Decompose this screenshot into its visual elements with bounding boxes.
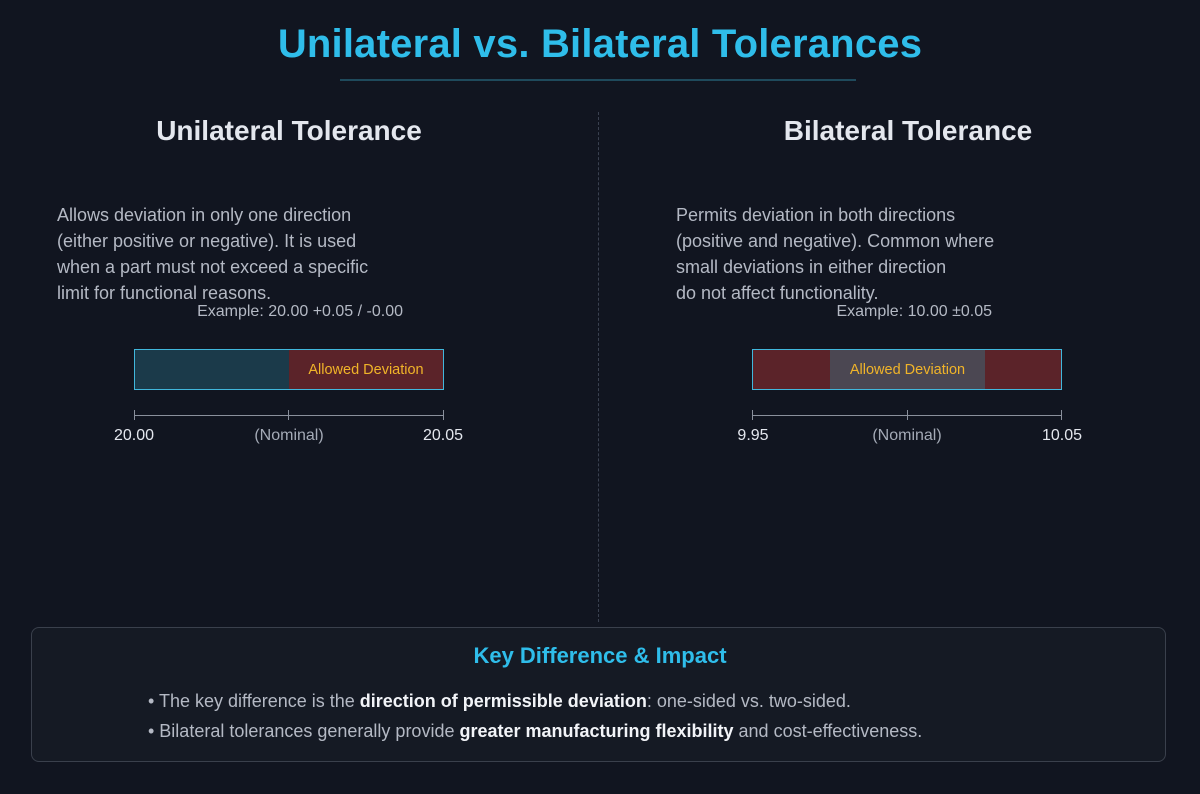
bilateral-heading: Bilateral Tolerance (783, 115, 1033, 146)
bilateral-tolerance-bar: Allowed Deviation (752, 349, 1062, 390)
axis-tick-min (752, 410, 753, 420)
key-difference-panel (31, 627, 1166, 762)
description-line: Permits deviation in both directions (676, 205, 956, 225)
axis-max-label: 10.05 (1041, 427, 1083, 444)
page-title: Unilateral vs. Bilateral Tolerances (277, 22, 923, 66)
description-line: when a part must not exceed a specific (57, 257, 369, 277)
key-difference-title: Key Difference & Impact (473, 643, 727, 668)
bilateral-example: Example: 10.00 ±0.05 (836, 303, 992, 320)
axis-tick-min (134, 410, 135, 420)
key-bullet: • The key difference is the direction of… (148, 691, 851, 712)
axis-tick-nominal (907, 410, 908, 420)
column-divider (598, 112, 599, 622)
bullet-text: • The key difference is the (148, 691, 360, 711)
title-underline (340, 79, 856, 81)
negative-deviation-segment (753, 350, 830, 389)
bullet-text: and cost-effectiveness. (733, 721, 923, 741)
positive-deviation-segment (985, 350, 1061, 389)
allowed-deviation-segment: Allowed Deviation (289, 350, 443, 389)
axis-min-label: 9.95 (737, 427, 769, 444)
bilateral-description: Permits deviation in both directions (po… (676, 202, 1076, 306)
unilateral-tolerance-bar: Allowed Deviation (134, 349, 444, 390)
description-line: small deviations in either direction (676, 257, 947, 277)
unilateral-axis (134, 410, 444, 420)
description-line: (either positive or negative). It is use… (57, 231, 357, 251)
description-line: Allows deviation in only one direction (57, 205, 352, 225)
bullet-emphasis: greater manufacturing flexibility (459, 721, 734, 741)
axis-nominal-label: (Nominal) (872, 427, 942, 444)
axis-max-label: 20.05 (422, 427, 464, 444)
bilateral-axis (752, 410, 1062, 420)
axis-tick-max (1061, 410, 1062, 420)
unilateral-description: Allows deviation in only one direction (… (57, 202, 457, 306)
description-line: limit for functional reasons. (57, 283, 272, 303)
axis-tick-nominal (288, 410, 289, 420)
description-line: (positive and negative). Common where (676, 231, 995, 251)
allowed-deviation-segment: Allowed Deviation (830, 350, 985, 389)
axis-min-label: 20.00 (113, 427, 155, 444)
bullet-text: : one-sided vs. two-sided. (646, 691, 851, 711)
description-line: do not affect functionality. (676, 283, 879, 303)
nominal-segment (135, 350, 289, 389)
bullet-text: • Bilateral tolerances generally provide (148, 721, 460, 741)
axis-nominal-label: (Nominal) (254, 427, 324, 444)
bullet-emphasis: direction of permissible deviation (359, 691, 647, 711)
unilateral-example: Example: 20.00 +0.05 / -0.00 (197, 303, 403, 320)
unilateral-heading: Unilateral Tolerance (156, 115, 422, 146)
key-bullet: • Bilateral tolerances generally provide… (148, 721, 922, 742)
axis-tick-max (443, 410, 444, 420)
